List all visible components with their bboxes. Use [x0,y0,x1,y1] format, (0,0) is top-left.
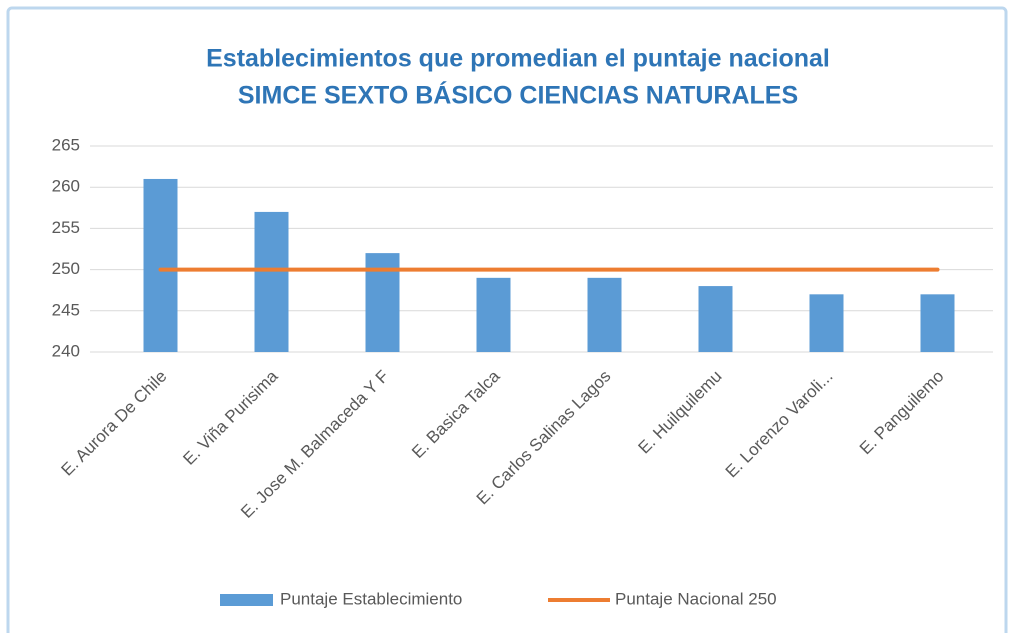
bar [476,277,511,352]
bar [920,294,955,352]
y-tick-label: 255 [52,218,80,237]
legend-label: Puntaje Nacional 250 [615,589,777,608]
y-tick-label: 250 [52,259,80,278]
bar [143,178,178,352]
y-tick-label: 245 [52,300,80,319]
y-tick-label: 260 [52,177,80,196]
legend-swatch [220,594,273,606]
chart-subtitle: SIMCE SEXTO BÁSICO CIENCIAS NATURALES [238,81,798,110]
y-tick-label: 265 [52,135,80,154]
y-tick-label: 240 [52,341,80,360]
bar [809,294,844,352]
legend-label: Puntaje Establecimiento [280,589,462,608]
bar [254,211,289,352]
bar [698,286,733,352]
chart-title: Establecimientos que promedian el puntaj… [206,45,830,73]
bar [587,277,622,352]
